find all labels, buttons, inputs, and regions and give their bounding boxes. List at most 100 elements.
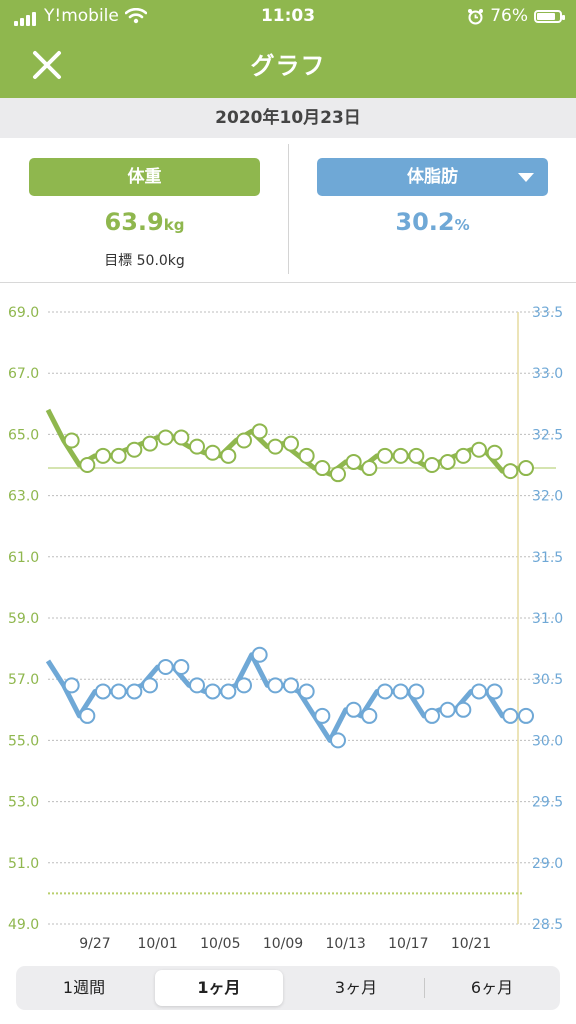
y-left-tick-label: 65.0 <box>8 427 39 443</box>
weight-point <box>267 438 284 455</box>
y-right-tick-label: 31.0 <box>532 611 563 627</box>
body-fat-point <box>455 701 472 718</box>
weight-point <box>518 460 534 477</box>
weight-fat-chart[interactable]: 69.0 67.0 65.0 63.0 61.0 59.0 57.0 55.0 53.0 51.0… <box>0 282 576 962</box>
weight-point <box>455 447 472 464</box>
weight-point <box>471 441 487 458</box>
body-fat-point <box>251 646 268 663</box>
body-fat-point <box>486 683 503 700</box>
weight-point <box>439 453 456 470</box>
body-fat-dropdown[interactable]: 体脂肪 <box>317 158 548 196</box>
y-right-tick-label: 32.5 <box>532 427 563 443</box>
weight-point <box>204 444 221 461</box>
tab-3-months[interactable]: 3ヶ月 <box>334 978 378 997</box>
weight-button[interactable]: 体重 <box>29 158 260 196</box>
y-left-tick-label: 49.0 <box>8 917 39 933</box>
y-left-tick-label: 51.0 <box>8 856 39 872</box>
weight-point <box>157 429 174 446</box>
body-fat-point <box>314 707 331 724</box>
body-fat-point <box>110 683 127 700</box>
chart-svg: 69.0 67.0 65.0 63.0 61.0 59.0 57.0 55.0 53.0 51.0… <box>8 305 563 952</box>
tab-1-week[interactable]: 1週間 <box>62 978 106 997</box>
weight-point <box>486 444 503 461</box>
weight-point <box>251 423 268 440</box>
body-fat-point <box>392 683 409 700</box>
body-fat-point <box>95 683 111 700</box>
weight-point <box>236 432 252 449</box>
body-fat-point <box>204 683 221 700</box>
y-left-tick-label: 57.0 <box>8 672 39 688</box>
alarm-icon <box>468 8 484 24</box>
y-left-tick-label: 53.0 <box>8 795 39 811</box>
body-fat-point <box>345 701 362 718</box>
body-fat-point <box>377 683 393 700</box>
weight-goal: 目標 50.0kg <box>104 253 185 269</box>
y-right-tick-label: 30.5 <box>532 672 563 688</box>
weight-point <box>79 457 96 473</box>
close-icon[interactable] <box>30 48 64 82</box>
weight-point <box>330 466 346 483</box>
weight-point <box>189 438 205 455</box>
tab-6-months[interactable]: 6ヶ月 <box>470 978 514 997</box>
body-fat-point <box>408 683 425 700</box>
body-fat-unit: % <box>454 216 470 234</box>
body-fat-point <box>236 677 252 694</box>
body-fat-point <box>298 683 315 700</box>
y-right-tick-label: 28.5 <box>532 917 563 933</box>
weight-point <box>142 435 158 452</box>
weight-point <box>345 453 362 470</box>
body-fat-point <box>79 707 96 724</box>
battery-percent: 76% <box>490 6 528 26</box>
weight-point <box>173 429 190 446</box>
body-fat-point <box>126 683 143 700</box>
chevron-down-icon <box>518 173 534 182</box>
y-left-tick-label: 55.0 <box>8 733 39 749</box>
y-right-tick-label: 30.0 <box>532 733 563 749</box>
y-left-tick-label: 61.0 <box>8 550 39 566</box>
x-tick-label: 10/05 <box>200 936 240 952</box>
x-tick-label: 10/09 <box>263 936 303 952</box>
body-fat-point <box>63 677 80 694</box>
body-fat-point <box>439 701 456 718</box>
weight-point <box>361 460 378 477</box>
body-fat-point <box>173 658 190 675</box>
weight-point <box>126 441 143 458</box>
weight-point <box>283 435 299 452</box>
body-fat-point <box>330 732 346 749</box>
status-time: 11:03 <box>260 6 316 26</box>
body-fat-point <box>361 707 378 724</box>
weight-point <box>95 447 111 464</box>
tab-1-month[interactable]: 1ヶ月 <box>155 970 283 1006</box>
signal-icon <box>14 6 38 26</box>
x-tick-label: 10/21 <box>451 936 491 952</box>
y-right-tick-label: 32.0 <box>532 489 563 505</box>
weight-point <box>424 457 440 473</box>
card-divider <box>288 144 289 274</box>
weight-point <box>314 460 331 477</box>
y-left-tick-label: 69.0 <box>8 305 39 321</box>
weight-point <box>63 432 80 449</box>
body-fat-point <box>189 677 205 694</box>
weight-point <box>392 447 409 464</box>
body-fat-point <box>518 707 534 724</box>
body-fat-point <box>424 707 440 724</box>
body-fat-label: 体脂肪 <box>407 167 458 187</box>
body-fat-point <box>220 683 237 700</box>
y-left-tick-label: 63.0 <box>8 489 39 505</box>
weight-point <box>408 447 425 464</box>
page-title: グラフ <box>250 52 326 80</box>
y-right-tick-label: 29.5 <box>532 795 563 811</box>
body-fat-point <box>142 677 158 694</box>
body-fat-value: 30.2% <box>395 208 470 236</box>
weight-label: 体重 <box>127 167 162 187</box>
body-fat-point <box>471 683 487 700</box>
date-label: 2020年10月23日 <box>0 98 576 138</box>
period-segmented-control: 1週間 1ヶ月 3ヶ月 6ヶ月 <box>16 966 560 1010</box>
battery-icon <box>534 9 565 23</box>
status-bar: Y!mobile 11:03 76% <box>0 6 576 30</box>
y-right-tick-label: 33.0 <box>532 366 563 382</box>
weight-point <box>220 447 237 464</box>
y-left-tick-label: 59.0 <box>8 611 39 627</box>
tab-separator <box>424 978 425 998</box>
summary-cards: 体重 63.9kg 目標 50.0kg 体脂肪 30.2% <box>0 138 576 283</box>
